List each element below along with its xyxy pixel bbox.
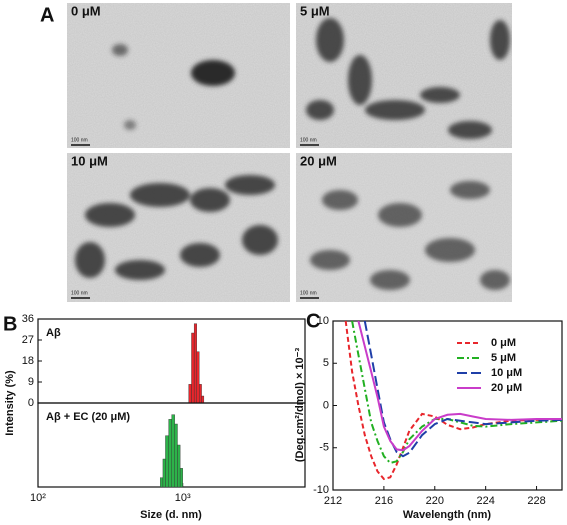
legend-label: 5 μM xyxy=(491,352,516,364)
bar xyxy=(171,414,175,488)
legend-label: 0 μM xyxy=(491,337,516,349)
scale-bar: 100 nm xyxy=(71,290,88,296)
bar xyxy=(201,395,205,404)
y-tick-label: 0 xyxy=(323,399,329,411)
scale-bar: 100 nm xyxy=(71,137,88,143)
panel-label: A xyxy=(40,4,54,26)
legend-label: 20 μM xyxy=(491,382,522,394)
x-tick-label: 10³ xyxy=(175,492,191,504)
bar xyxy=(188,384,192,404)
bar xyxy=(165,435,169,488)
x-tick-label: 10² xyxy=(30,492,46,504)
tem-image xyxy=(67,153,290,302)
y-tick-label: 0 xyxy=(28,397,34,409)
legend-label: 10 μM xyxy=(491,367,522,379)
y-tick-label: 18 xyxy=(22,355,34,367)
y-tick-label: 9 xyxy=(28,376,34,388)
y-tick-label: -5 xyxy=(319,442,329,454)
bar xyxy=(162,458,166,488)
line-series xyxy=(351,321,562,465)
series-label: Aβ xyxy=(46,327,61,339)
image-label: 5 μM xyxy=(300,3,330,18)
bar xyxy=(168,419,172,488)
y-tick-label: 36 xyxy=(22,313,34,325)
panel-label: C xyxy=(306,310,320,332)
image-label: 10 μM xyxy=(71,153,108,168)
scale-bar: 100 nm xyxy=(300,137,317,143)
plot-area xyxy=(344,321,562,481)
x-tick-label: 228 xyxy=(527,495,545,507)
x-tick-label: 224 xyxy=(476,495,494,507)
bar xyxy=(177,444,181,488)
line-series xyxy=(363,321,562,458)
x-axis-label: Size (d. nm) xyxy=(140,509,202,521)
y-tick-label: 5 xyxy=(323,357,329,369)
series-label: Aβ + EC (20 μM) xyxy=(46,411,130,423)
bar xyxy=(198,384,202,404)
bar xyxy=(160,477,164,488)
bar xyxy=(179,468,183,488)
image-label: 0 μM xyxy=(71,3,101,18)
y-tick-label: -10 xyxy=(313,484,329,496)
x-tick-label: 216 xyxy=(375,495,393,507)
y-tick-label: 10 xyxy=(317,315,329,327)
scale-bar: 100 nm xyxy=(300,290,317,296)
bar xyxy=(193,323,197,404)
y-axis-label: Intensity (%) xyxy=(4,370,16,436)
bar xyxy=(191,332,195,404)
x-tick-label: 220 xyxy=(426,495,444,507)
y-axis-label: (Deg.cm²/dmol) × 10⁻³ xyxy=(294,348,306,463)
panel-label: B xyxy=(3,313,17,335)
line-series xyxy=(357,321,562,452)
image-label: 20 μM xyxy=(300,153,337,168)
y-tick-label: 27 xyxy=(22,334,34,346)
tem-image xyxy=(296,153,512,302)
tem-image xyxy=(67,3,290,148)
tem-image xyxy=(296,3,512,148)
x-tick-label: 212 xyxy=(324,495,342,507)
bar xyxy=(174,423,178,488)
bar xyxy=(196,351,200,404)
plot-frame xyxy=(37,318,306,404)
x-axis-label: Wavelength (nm) xyxy=(403,509,492,521)
